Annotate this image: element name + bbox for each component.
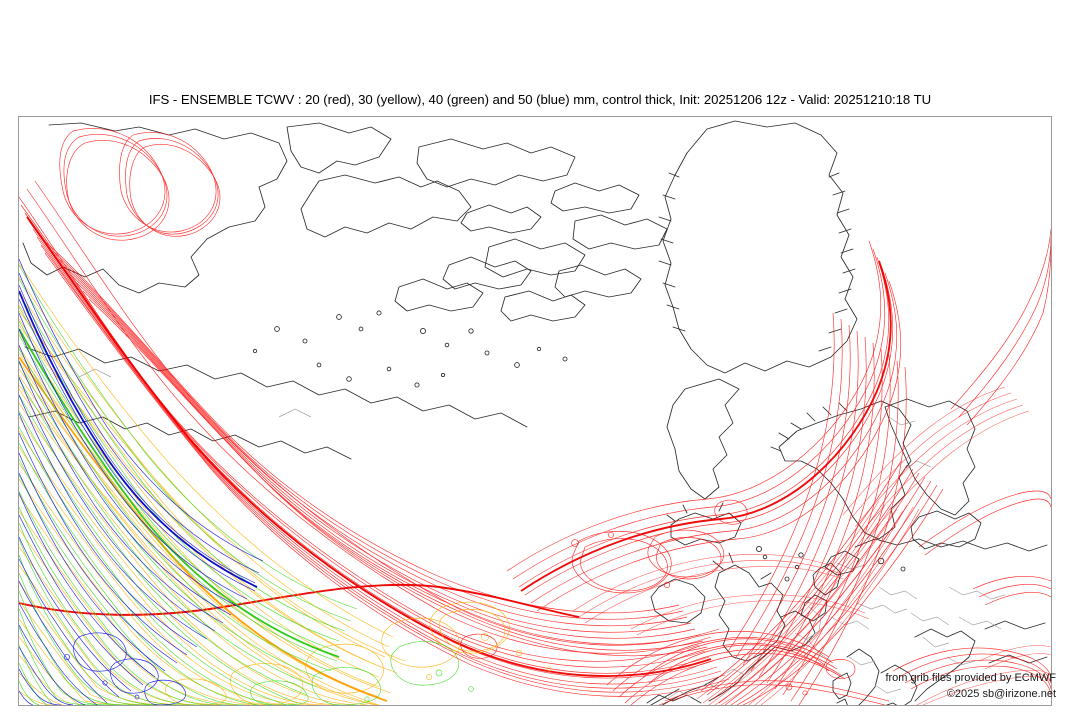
page-title: IFS - ENSEMBLE TCWV : 20 (red), 30 (yell… [148, 92, 932, 107]
coastline-layer [22, 120, 1048, 705]
contour-bundle-40mm [19, 264, 474, 705]
contour-bundle-20mm [19, 128, 1051, 705]
contour-bundle-50mm [19, 258, 264, 705]
country-border-layer [78, 368, 1006, 700]
legend-item-20mm: 20 (red) [0, 0, 1, 1]
map-frame[interactable] [18, 116, 1052, 706]
control-contour-40mm [19, 328, 340, 658]
spaghetti-contour-map[interactable] [19, 117, 1051, 705]
control-contour-20mm [19, 216, 892, 677]
contour-bundle-20mm-overlay [572, 386, 1051, 705]
chart-legend: 20 (red) 30 (yellow) 40 (green) 50 (blue… [0, 0, 1, 1]
control-contour-50mm [19, 290, 258, 588]
